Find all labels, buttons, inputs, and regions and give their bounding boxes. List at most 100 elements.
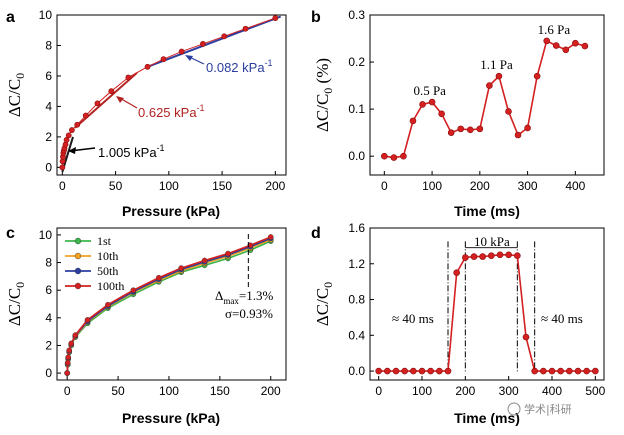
panel-a-xtick-label: 200	[265, 179, 285, 193]
panel-d-xtick-label: 500	[585, 384, 605, 398]
panel-b-data-point	[486, 82, 493, 89]
panel-c-data-point	[72, 332, 79, 338]
panel-c-data-point	[105, 301, 111, 308]
panel-a: a 0 50 100 150 200 0 2 4 6 8 10 Pressure (kPa) ΔC/…	[5, 8, 287, 219]
panel-b-data-point	[524, 124, 531, 132]
panel-d-xtick-label: 0	[375, 384, 382, 398]
panel-d-data-point	[462, 254, 469, 261]
panel-d-ytick-label: 0.8	[348, 293, 365, 307]
panel-b-data-point	[572, 39, 579, 47]
panel-b-ytick-label: 0.3	[348, 8, 365, 22]
panel-b-data-point	[466, 126, 474, 134]
panel-d-data-point	[496, 251, 504, 259]
panel-b-ytick-label: 0.0	[348, 149, 365, 163]
panel-c-data-point	[130, 287, 137, 293]
panel-a-annotation-2: 0.625 kPa-1	[138, 103, 205, 120]
panel-a-xtick-label: 50	[109, 179, 123, 193]
panel-a-data-point	[144, 63, 151, 70]
panel-a-arrowhead-1	[68, 147, 76, 154]
panel-c-ytick-label: 6	[45, 283, 52, 297]
panel-a-annotation-1: 1.005 kPa-1	[98, 143, 165, 160]
panel-a-letter: a	[6, 9, 15, 26]
panel-a-data-line	[61, 17, 276, 168]
panel-b-ytick-label: 0.2	[348, 55, 365, 69]
panel-d-data-point	[418, 367, 426, 375]
panel-b-data-point	[562, 46, 570, 54]
panel-d-data-point	[470, 253, 478, 260]
panel-b-data-point	[505, 108, 512, 115]
panel-b-xtick-label: 400	[565, 179, 585, 193]
panel-a-data-point	[242, 25, 249, 32]
panel-d-xtick-label: 100	[412, 384, 432, 398]
panel-b-ylabel: ΔC/C0 (%)	[313, 58, 335, 132]
panel-a-xlabel: Pressure (kPa)	[122, 203, 220, 219]
panel-b-letter: b	[311, 9, 321, 26]
panel-c-data-point	[178, 265, 184, 271]
panel-a-xtick-label: 100	[159, 179, 179, 193]
panel-c-xlabel: Pressure (kPa)	[122, 410, 220, 426]
panel-c-data-point	[201, 257, 208, 264]
panel-a-fit-line-3	[147, 15, 282, 68]
panel-b-frame	[369, 14, 605, 176]
panel-b-data-point	[514, 131, 522, 139]
panel-d-letter: d	[311, 225, 321, 242]
panel-b-annotation-2: 1.1 Pa	[480, 57, 513, 72]
panel-c-annotation-delta: Δmax=1.3%	[215, 288, 273, 306]
panel-a-data-point	[94, 100, 101, 107]
panel-c-ytick-label: 4	[45, 311, 52, 325]
panel-b-xtick-label: 200	[470, 179, 490, 193]
panel-c-legend-marker	[74, 267, 82, 275]
panel-b-data-point	[438, 110, 445, 118]
panel-d-xtick-label: 400	[542, 384, 562, 398]
panel-a-ytick-label: 10	[39, 8, 53, 22]
panel-d-xlabel: Time (ms)	[454, 410, 520, 426]
panel-a-data-point	[63, 137, 70, 143]
panel-a-xtick-label: 0	[59, 179, 66, 193]
panel-b-data-point	[447, 129, 455, 136]
panel-d-data-point	[522, 333, 530, 341]
panel-a-data-point	[69, 127, 75, 133]
panel-a-arrowhead-2	[116, 96, 124, 103]
panel-c-ytick-label: 8	[45, 256, 52, 270]
panel-b-xtick-label: 300	[518, 179, 538, 193]
panel-a-ytick-label: 0	[45, 160, 52, 174]
panel-d-ytick-label: 1.2	[348, 257, 365, 271]
panel-a-data-point	[65, 132, 72, 139]
panel-b-annotation-1: 0.5 Pa	[413, 83, 446, 98]
panel-a-ytick-label: 8	[45, 38, 52, 52]
panel-d-data-point	[540, 367, 547, 375]
panel-b-data-point	[495, 72, 503, 80]
panel-c-data-point	[247, 242, 254, 249]
panel-d-data-point	[548, 367, 556, 375]
panel-d-data-point	[384, 367, 391, 375]
panel-d-xtick-label: 300	[499, 384, 519, 398]
panel-c-legend-marker	[74, 237, 82, 245]
watermark-icon	[507, 402, 521, 416]
panel-a-frame	[56, 14, 287, 176]
panel-a-annotation-3: 0.082 kPa-1	[206, 58, 273, 75]
panel-a-data-point	[160, 56, 167, 63]
panel-c-legend-label: 100th	[97, 279, 124, 293]
panel-b-data-point	[390, 154, 398, 161]
panel-d-data-point	[401, 367, 408, 375]
panel-d-frame	[369, 227, 605, 381]
panel-a-data-point	[200, 41, 206, 47]
panel-b-annotation-3: 1.6 Pa	[538, 22, 571, 37]
panel-c-data-point	[65, 354, 71, 361]
panel-d-data-point	[427, 367, 434, 375]
panel-a-fit-line-2	[74, 72, 138, 129]
panel-c-ylabel: ΔC/C0	[5, 282, 27, 326]
panel-d-ytick-label: 0.4	[348, 328, 365, 342]
panel-b-data-point	[457, 125, 465, 133]
watermark: 学术|科研	[507, 402, 572, 416]
panel-d: d 0 100 200 300 400 500 0.0 0.4 0.8 1.2 1.6 10 kPa…	[311, 221, 606, 426]
watermark-text: 学术|科研	[524, 402, 572, 416]
panel-b-data-point	[533, 72, 541, 80]
panel-a-ytick-label: 4	[45, 99, 52, 113]
panel-b-xtick-label: 0	[381, 179, 388, 193]
panel-d-data-point	[488, 252, 495, 260]
panel-c-legend-marker	[74, 252, 82, 260]
panel-c-frame	[56, 227, 287, 381]
panel-d-annotation-pressure: 10 kPa	[474, 234, 510, 249]
